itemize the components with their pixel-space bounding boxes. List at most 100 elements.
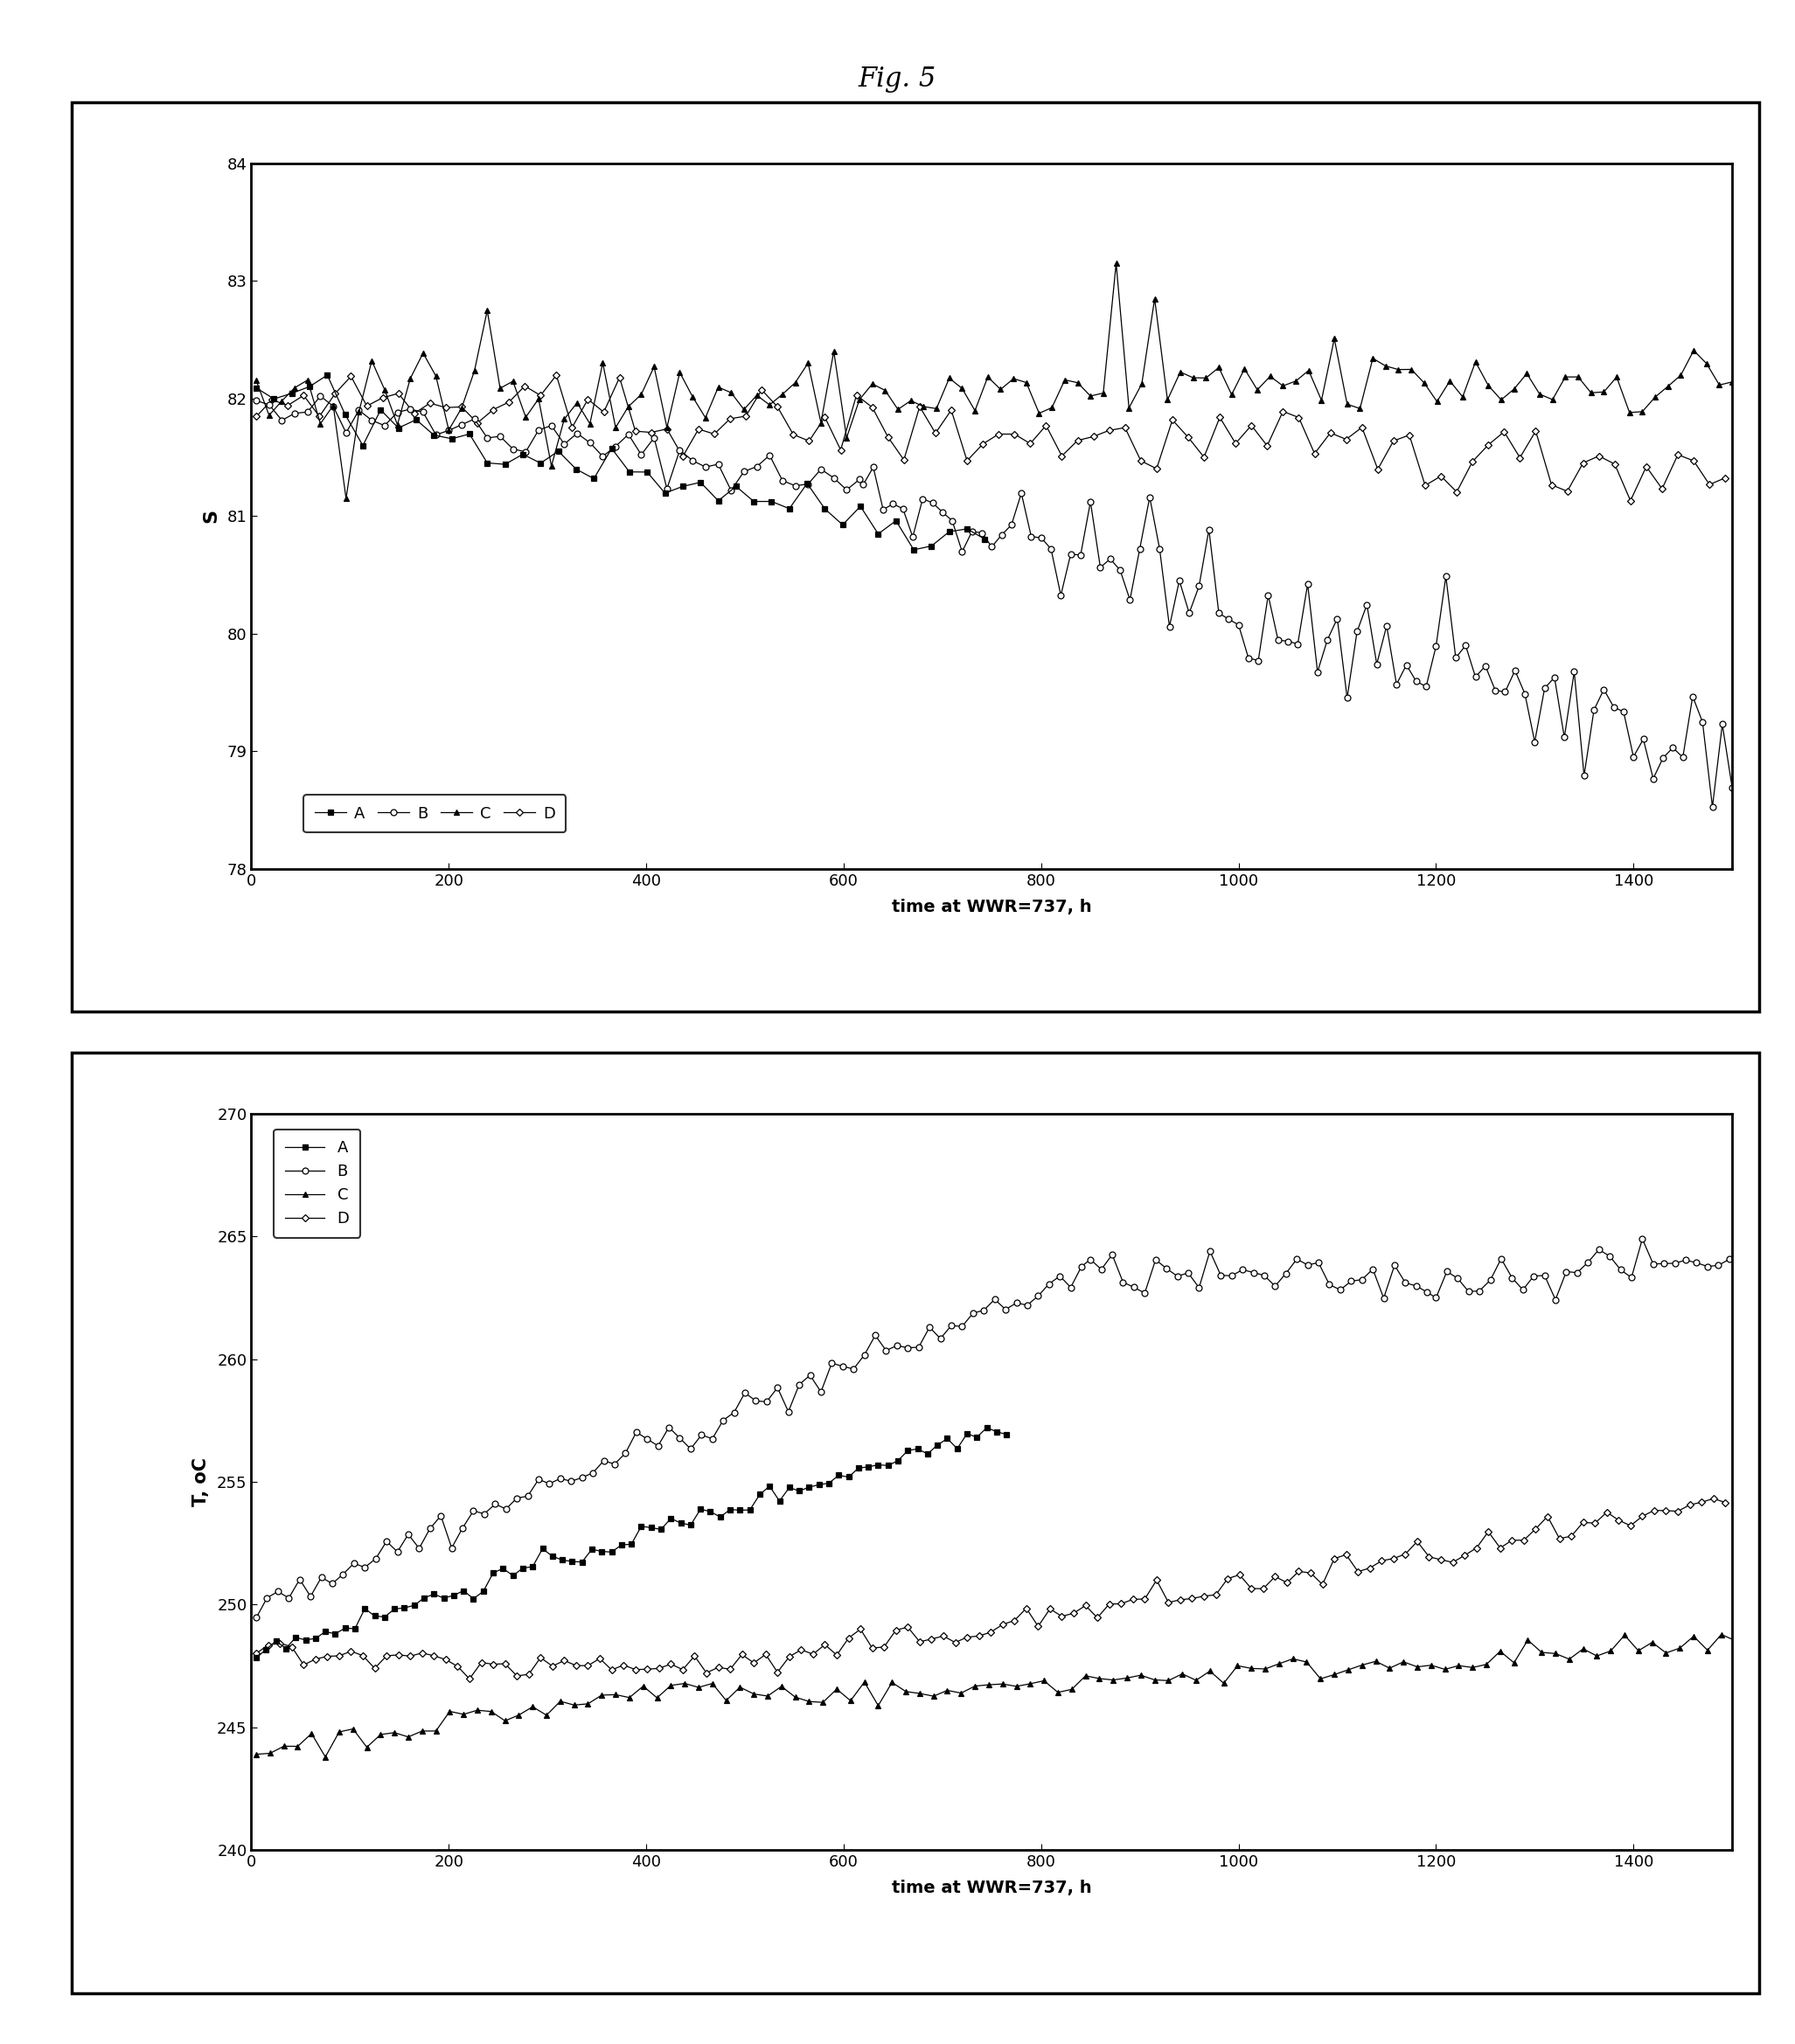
B — [452, 1517, 474, 1541]
B — [1156, 1257, 1178, 1282]
Text: Fig. 5: Fig. 5 — [858, 65, 937, 92]
A — [571, 1549, 592, 1574]
Y-axis label: S: S — [203, 509, 219, 523]
X-axis label: time at WWR=737, h: time at WWR=737, h — [892, 1880, 1091, 1897]
A — [551, 1547, 573, 1572]
C — [314, 1746, 336, 1770]
X-axis label: time at WWR=737, h: time at WWR=737, h — [892, 899, 1091, 916]
B — [1718, 1247, 1739, 1271]
A — [815, 497, 836, 521]
B — [853, 472, 874, 497]
A — [388, 415, 409, 439]
A — [494, 452, 515, 476]
A — [689, 470, 711, 495]
D — [878, 425, 899, 450]
C — [1558, 1647, 1580, 1672]
C — [1434, 1658, 1456, 1682]
B — [898, 1335, 919, 1359]
A — [867, 521, 889, 546]
D — [546, 364, 567, 388]
A — [779, 497, 801, 521]
C — [950, 1680, 971, 1705]
A — [957, 517, 978, 542]
B — [246, 1605, 267, 1629]
Line: D: D — [253, 1496, 1729, 1682]
D — [1703, 1486, 1725, 1511]
B — [1721, 775, 1743, 799]
A — [725, 474, 747, 499]
B — [881, 493, 903, 517]
C — [1711, 1623, 1732, 1647]
C — [494, 1709, 515, 1733]
B — [1702, 795, 1723, 820]
A — [476, 450, 497, 474]
B — [311, 384, 332, 409]
A — [797, 472, 819, 497]
A — [442, 427, 463, 452]
A — [975, 527, 996, 552]
A — [334, 403, 355, 427]
A — [707, 489, 729, 513]
D — [1526, 1517, 1547, 1541]
A — [370, 399, 391, 423]
D — [601, 1658, 623, 1682]
A — [921, 533, 942, 558]
B — [756, 1390, 777, 1414]
A — [976, 1414, 998, 1439]
C — [1170, 360, 1192, 384]
D — [246, 1641, 267, 1666]
B — [1217, 607, 1239, 632]
C — [246, 1741, 267, 1766]
B — [980, 536, 1002, 560]
A — [298, 374, 320, 399]
D — [1632, 1504, 1653, 1529]
C — [1465, 350, 1486, 374]
C — [1106, 251, 1127, 276]
A — [849, 495, 871, 519]
Line: A: A — [253, 1425, 1009, 1662]
A — [264, 386, 285, 411]
A — [492, 1555, 513, 1580]
D — [1490, 1535, 1511, 1560]
A — [903, 538, 924, 562]
Line: C: C — [253, 1631, 1738, 1760]
Line: A: A — [253, 372, 987, 552]
A — [885, 509, 906, 533]
A — [601, 435, 623, 460]
A — [282, 380, 303, 405]
B — [1632, 1226, 1653, 1251]
B — [1384, 1253, 1405, 1278]
Legend: A, B, C, D: A, B, C, D — [275, 1128, 361, 1239]
C — [1632, 399, 1653, 423]
B — [503, 437, 524, 462]
B — [1425, 634, 1447, 658]
A — [583, 466, 605, 491]
Line: C: C — [253, 260, 1736, 501]
C — [411, 1719, 433, 1744]
A — [565, 458, 587, 482]
D — [246, 405, 267, 429]
D — [829, 437, 851, 462]
A — [743, 489, 765, 513]
D — [1368, 458, 1389, 482]
Line: D: D — [253, 372, 1729, 503]
D — [641, 421, 662, 446]
A — [512, 442, 533, 466]
C — [759, 392, 781, 417]
D — [1619, 489, 1641, 513]
Line: B: B — [253, 1237, 1732, 1621]
A — [547, 439, 569, 464]
C — [246, 368, 267, 392]
A — [316, 364, 337, 388]
D — [460, 1666, 481, 1690]
C — [1260, 364, 1282, 388]
Y-axis label: T, oC: T, oC — [192, 1457, 210, 1506]
A — [653, 480, 675, 505]
A — [619, 460, 641, 484]
B — [246, 388, 267, 413]
A — [831, 513, 853, 538]
A — [671, 474, 693, 499]
A — [530, 452, 551, 476]
Line: B: B — [253, 392, 1736, 809]
A — [246, 1645, 267, 1670]
